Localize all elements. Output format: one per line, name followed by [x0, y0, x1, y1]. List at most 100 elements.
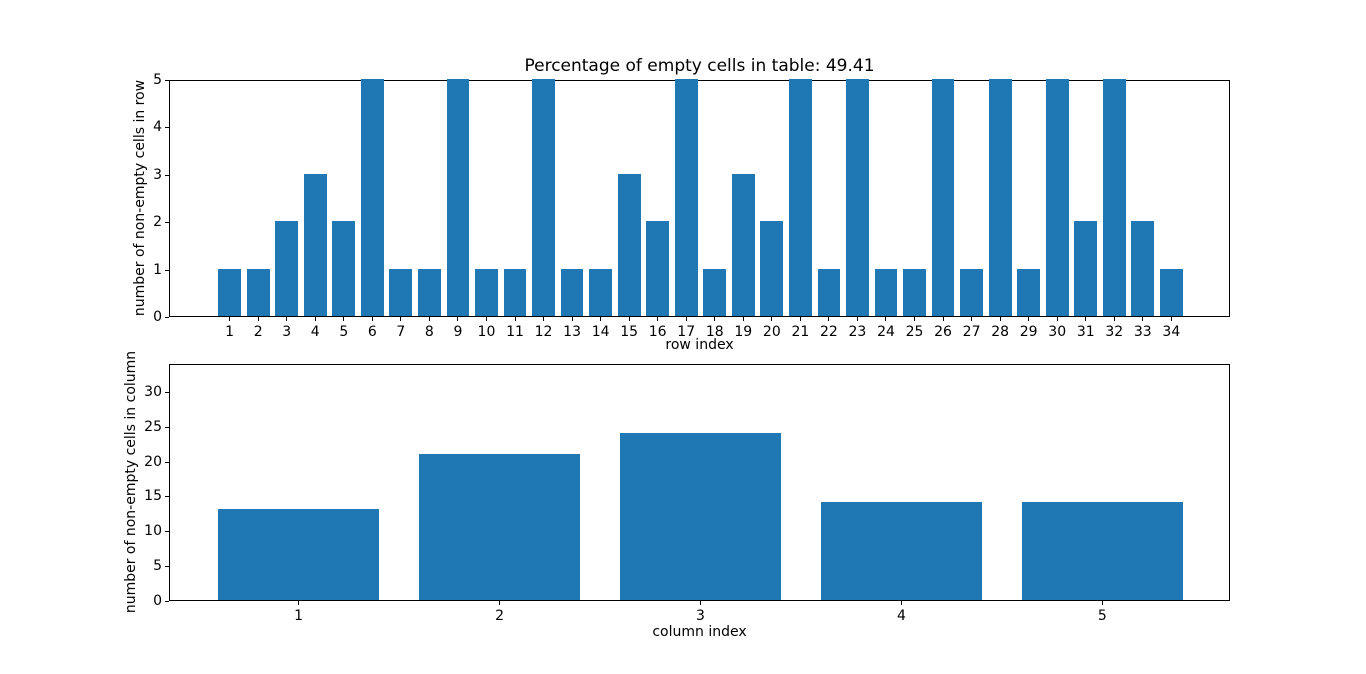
bar: [389, 268, 413, 316]
x-tick: [942, 317, 944, 321]
y-tick: [165, 317, 169, 318]
x-tick: [371, 317, 373, 321]
y-tick-label: 5: [153, 72, 162, 88]
x-tick-label: 14: [591, 324, 610, 340]
bar: [874, 268, 898, 316]
bar: [674, 79, 698, 316]
x-tick-label: 23: [848, 324, 867, 340]
x-tick-label: 19: [734, 324, 753, 340]
y-tick: [165, 391, 169, 393]
x-tick-label: 6: [367, 324, 377, 340]
y-tick-label: 2: [153, 214, 162, 231]
bar: [475, 268, 498, 316]
row-chart-title: Percentage of empty cells in table: 49.4…: [524, 56, 875, 76]
x-tick-label: 32: [1105, 324, 1124, 340]
x-tick: [600, 317, 602, 321]
x-tick: [499, 601, 501, 605]
bar: [646, 221, 670, 316]
x-tick: [628, 317, 630, 321]
y-tick-label: 4: [153, 119, 162, 136]
column-chart-y-axis-label: number of non-empty cells in column: [123, 350, 139, 614]
x-tick-label: 29: [1019, 324, 1038, 340]
x-tick-label: 28: [991, 324, 1010, 340]
x-tick: [828, 317, 830, 321]
y-tick-label: 15: [144, 488, 162, 505]
x-tick: [885, 317, 887, 321]
bar: [731, 173, 755, 316]
x-tick-label: 27: [962, 324, 981, 340]
bar: [821, 502, 982, 600]
y-tick: [165, 269, 169, 271]
x-tick: [1085, 317, 1087, 321]
bar: [931, 79, 955, 316]
y-tick: [165, 566, 169, 568]
x-tick-label: 1: [294, 608, 304, 624]
x-tick: [742, 317, 744, 321]
x-tick-label: 26: [934, 324, 952, 340]
x-tick: [286, 317, 288, 321]
x-tick-label: 34: [1162, 324, 1181, 340]
x-tick: [714, 317, 716, 321]
x-tick-label: 20: [762, 324, 781, 340]
bar: [246, 268, 270, 316]
y-tick: [165, 496, 169, 498]
bar: [532, 79, 555, 316]
x-tick-label: 2: [495, 608, 504, 624]
x-tick: [657, 317, 659, 321]
x-tick-label: 5: [339, 324, 349, 340]
y-tick-label: 0: [153, 593, 162, 609]
y-tick-label: 1: [153, 261, 162, 278]
x-tick: [428, 317, 430, 321]
x-tick-label: 8: [424, 324, 434, 340]
bar: [960, 268, 983, 316]
y-tick-label: 30: [144, 383, 162, 400]
bar: [589, 268, 613, 316]
bar: [417, 268, 441, 316]
y-tick-label: 10: [144, 523, 162, 540]
y-tick: [165, 80, 169, 81]
bar: [620, 432, 781, 600]
x-tick: [229, 317, 231, 321]
x-tick-label: 25: [905, 324, 924, 340]
bar: [1022, 502, 1183, 600]
bar: [788, 79, 812, 316]
bar: [303, 173, 327, 316]
y-tick-label: 0: [153, 309, 162, 325]
bar: [332, 221, 356, 316]
bar: [988, 79, 1012, 316]
x-tick: [571, 317, 573, 321]
x-tick: [1028, 317, 1030, 321]
x-tick: [914, 317, 916, 321]
x-tick-label: 9: [453, 324, 463, 340]
bar: [1045, 79, 1069, 316]
y-tick: [165, 174, 169, 176]
x-tick-label: 12: [534, 324, 553, 340]
x-tick-label: 21: [791, 324, 810, 340]
x-tick-label: 10: [477, 324, 496, 340]
x-tick: [771, 317, 773, 321]
y-tick: [165, 222, 169, 224]
y-tick: [165, 127, 169, 129]
x-tick: [1056, 317, 1058, 321]
x-tick: [543, 317, 545, 321]
bar: [419, 453, 580, 600]
bar: [817, 268, 841, 316]
x-tick-label: 2: [253, 324, 263, 340]
bar: [446, 79, 470, 316]
x-tick: [298, 601, 300, 605]
x-tick-label: 7: [396, 324, 406, 340]
x-tick: [257, 317, 259, 321]
bar: [703, 268, 727, 316]
x-tick: [400, 317, 402, 321]
x-tick: [700, 601, 701, 605]
bar: [560, 268, 584, 316]
x-tick-label: 22: [819, 324, 838, 340]
row-chart-x-axis-label: row index: [665, 337, 734, 353]
x-tick-label: 33: [1133, 324, 1152, 340]
x-tick: [900, 601, 902, 605]
y-tick: [165, 601, 169, 602]
x-tick: [856, 317, 858, 321]
bar: [503, 268, 527, 316]
x-tick-label: 4: [310, 324, 320, 340]
